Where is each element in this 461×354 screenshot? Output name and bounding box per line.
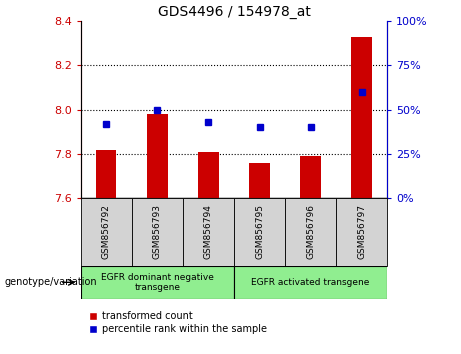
Text: EGFR dominant negative
transgene: EGFR dominant negative transgene (101, 273, 214, 292)
Bar (96, 149, 117, 198)
Text: GSM856792: GSM856792 (102, 204, 111, 259)
Bar (249, 163, 270, 198)
FancyBboxPatch shape (336, 198, 387, 266)
Text: GSM856796: GSM856796 (306, 204, 315, 259)
Text: GSM856794: GSM856794 (204, 204, 213, 259)
Text: GSM856795: GSM856795 (255, 204, 264, 259)
Bar (198, 152, 219, 198)
Text: GSM856793: GSM856793 (153, 204, 162, 259)
Title: GDS4496 / 154978_at: GDS4496 / 154978_at (158, 5, 310, 19)
FancyBboxPatch shape (285, 198, 336, 266)
Text: EGFR activated transgene: EGFR activated transgene (251, 278, 370, 287)
FancyBboxPatch shape (234, 266, 387, 299)
FancyBboxPatch shape (81, 198, 132, 266)
FancyBboxPatch shape (234, 198, 285, 266)
Text: genotype/variation: genotype/variation (5, 277, 97, 287)
FancyBboxPatch shape (81, 266, 234, 299)
Bar (351, 37, 372, 198)
FancyBboxPatch shape (183, 198, 234, 266)
Bar (301, 156, 321, 198)
Text: GSM856797: GSM856797 (357, 204, 366, 259)
Legend: transformed count, percentile rank within the sample: transformed count, percentile rank withi… (86, 308, 271, 338)
FancyBboxPatch shape (132, 198, 183, 266)
Bar (147, 114, 167, 198)
